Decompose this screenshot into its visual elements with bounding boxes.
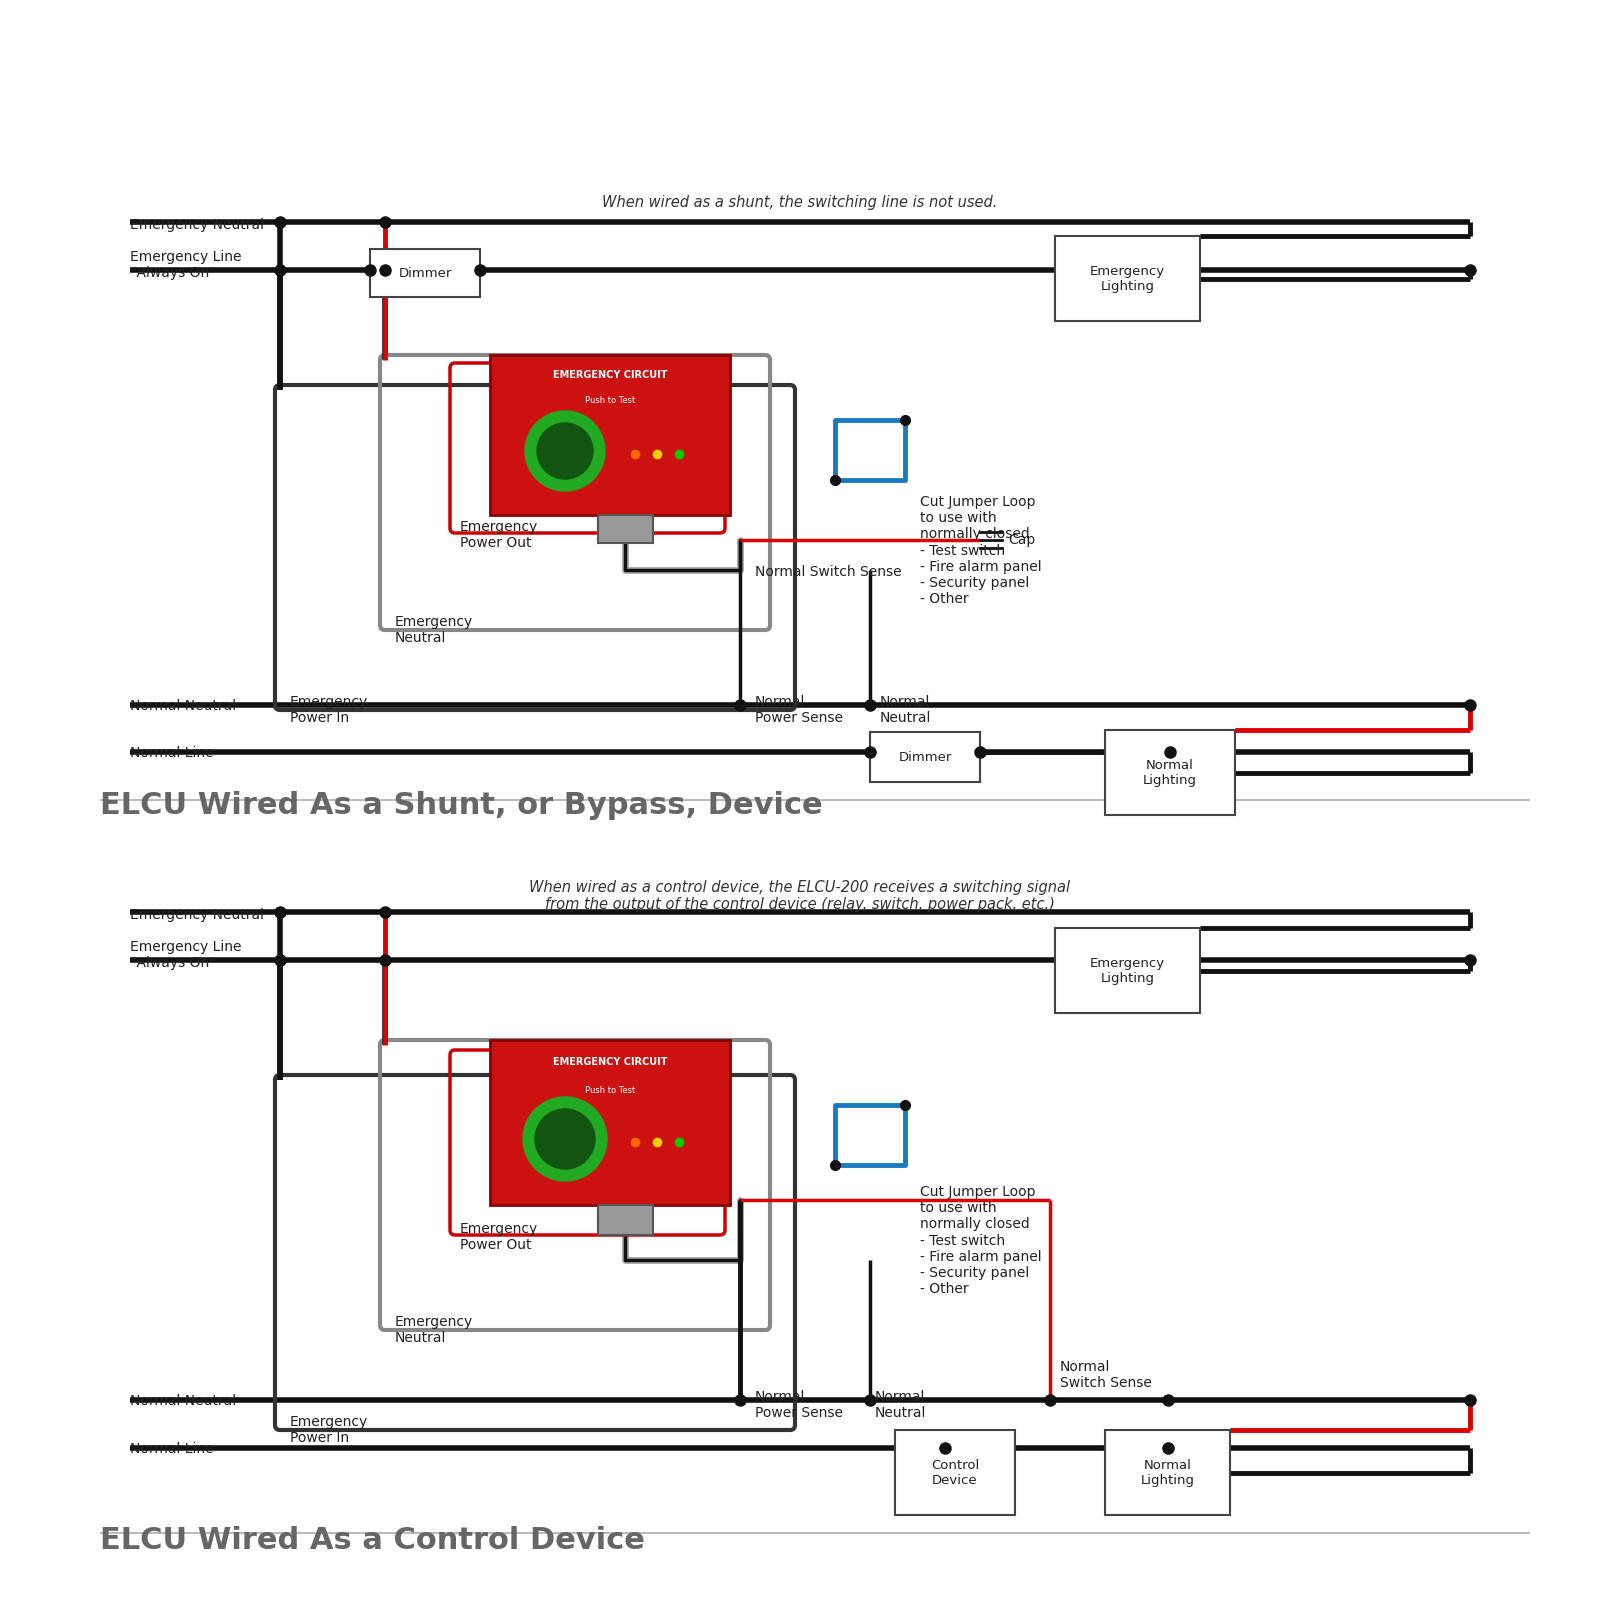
FancyBboxPatch shape xyxy=(1054,235,1200,320)
Text: Normal
Neutral: Normal Neutral xyxy=(880,695,931,725)
FancyBboxPatch shape xyxy=(1106,730,1235,815)
Text: Dimmer: Dimmer xyxy=(398,266,451,280)
Text: Emergency
Power In: Emergency Power In xyxy=(290,695,368,725)
Text: When wired as a control device, the ELCU-200 receives a switching signal
from th: When wired as a control device, the ELCU… xyxy=(530,881,1070,913)
Text: Dimmer: Dimmer xyxy=(898,751,952,764)
Text: Normal
Lighting: Normal Lighting xyxy=(1142,759,1197,786)
Circle shape xyxy=(538,423,594,479)
Text: Emergency Neutral: Emergency Neutral xyxy=(130,218,264,232)
FancyBboxPatch shape xyxy=(490,1041,730,1206)
FancyBboxPatch shape xyxy=(870,732,979,781)
Text: Emergency
Lighting: Emergency Lighting xyxy=(1090,956,1165,985)
Text: Normal Line: Normal Line xyxy=(130,746,214,760)
FancyBboxPatch shape xyxy=(598,1206,653,1234)
Text: Normal Line: Normal Line xyxy=(130,1443,214,1455)
FancyBboxPatch shape xyxy=(490,355,730,516)
Text: Emergency
Power In: Emergency Power In xyxy=(290,1415,368,1446)
Text: Emergency
Neutral: Emergency Neutral xyxy=(395,1314,474,1345)
Text: EMERGENCY CIRCUIT: EMERGENCY CIRCUIT xyxy=(554,370,667,379)
Text: ELCU Wired As a Shunt, or Bypass, Device: ELCU Wired As a Shunt, or Bypass, Device xyxy=(99,791,822,820)
Text: Emergency Line
"Always On": Emergency Line "Always On" xyxy=(130,940,242,970)
Circle shape xyxy=(534,1109,595,1169)
Text: Cut Jumper Loop
to use with
normally closed
- Test switch
- Fire alarm panel
- S: Cut Jumper Loop to use with normally clo… xyxy=(920,495,1042,607)
FancyBboxPatch shape xyxy=(894,1430,1014,1515)
Text: Normal
Power Sense: Normal Power Sense xyxy=(755,695,843,725)
Text: Normal Switch Sense: Normal Switch Sense xyxy=(755,565,902,580)
Text: Emergency
Power Out: Emergency Power Out xyxy=(461,520,538,551)
Text: Normal Neutral: Normal Neutral xyxy=(130,1394,237,1407)
Text: When wired as a shunt, the switching line is not used.: When wired as a shunt, the switching lin… xyxy=(602,195,998,210)
Text: Cap: Cap xyxy=(1008,533,1035,548)
Text: ELCU Wired As a Control Device: ELCU Wired As a Control Device xyxy=(99,1526,645,1555)
Text: Normal
Switch Sense: Normal Switch Sense xyxy=(1059,1359,1152,1390)
FancyBboxPatch shape xyxy=(370,250,480,298)
Text: Emergency
Power Out: Emergency Power Out xyxy=(461,1222,538,1252)
Text: Push to Test: Push to Test xyxy=(586,1085,635,1095)
Text: Push to Test: Push to Test xyxy=(586,395,635,405)
Text: EMERGENCY CIRCUIT: EMERGENCY CIRCUIT xyxy=(554,1057,667,1066)
FancyBboxPatch shape xyxy=(1106,1430,1230,1515)
Text: Emergency Neutral: Emergency Neutral xyxy=(130,908,264,922)
Text: Normal
Lighting: Normal Lighting xyxy=(1141,1459,1195,1486)
FancyBboxPatch shape xyxy=(1054,929,1200,1013)
Text: Control
Device: Control Device xyxy=(931,1459,979,1486)
Text: Emergency
Lighting: Emergency Lighting xyxy=(1090,264,1165,293)
FancyBboxPatch shape xyxy=(598,516,653,543)
Text: Normal
Power Sense: Normal Power Sense xyxy=(755,1390,843,1420)
Text: Emergency
Neutral: Emergency Neutral xyxy=(395,615,474,645)
Circle shape xyxy=(523,1097,606,1182)
Text: Normal Neutral: Normal Neutral xyxy=(130,700,237,712)
Text: Normal
Neutral: Normal Neutral xyxy=(875,1390,926,1420)
Circle shape xyxy=(525,411,605,492)
Text: Emergency Line
"Always On": Emergency Line "Always On" xyxy=(130,250,242,280)
Text: Cut Jumper Loop
to use with
normally closed
- Test switch
- Fire alarm panel
- S: Cut Jumper Loop to use with normally clo… xyxy=(920,1185,1042,1297)
